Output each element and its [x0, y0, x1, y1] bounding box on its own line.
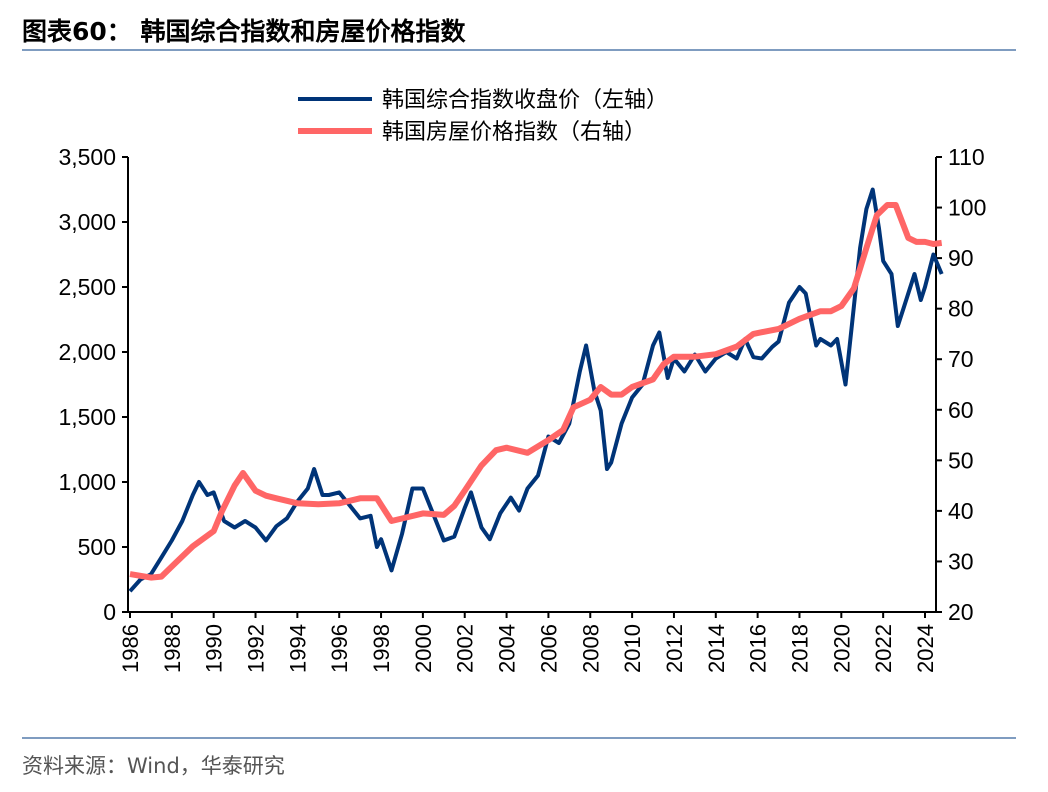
x-tick-label: 1986: [118, 624, 143, 673]
line-chart: 0 500 1,000 1,500 2,000 2,500 3,000 3,500 20 30 40…: [58, 87, 986, 673]
right-tick-label: 70: [948, 346, 974, 372]
x-tick-label: 2016: [746, 624, 771, 673]
footer-divider: [22, 737, 1016, 739]
legend-label: 韩国房屋价格指数（右轴）: [382, 119, 646, 144]
x-tick-label: 2010: [620, 624, 645, 673]
right-tick-label: 40: [948, 498, 974, 524]
left-tick-label: 2,500: [58, 274, 116, 300]
right-tick-label: 80: [948, 296, 974, 322]
x-tick-label: 2002: [453, 624, 478, 673]
x-tick-label: 1998: [369, 624, 394, 673]
left-tick-label: 0: [103, 599, 116, 625]
chart-title: 图表60： 韩国综合指数和房屋价格指数: [22, 17, 466, 46]
x-tick-label: 1990: [202, 624, 227, 673]
left-tick-label: 1,000: [58, 469, 116, 495]
x-tick-label: 2020: [829, 624, 854, 673]
title-divider: [22, 49, 1016, 51]
left-tick-label: 2,000: [58, 339, 116, 365]
right-tick-label: 60: [948, 397, 974, 423]
source-note: 资料来源：Wind，华泰研究: [22, 754, 285, 778]
x-tick-label: 2004: [495, 624, 520, 673]
right-tick-label: 20: [948, 599, 974, 625]
legend-label: 韩国综合指数收盘价（左轴）: [382, 87, 668, 112]
x-tick-label: 2000: [411, 624, 436, 673]
left-tick-label: 1,500: [58, 404, 116, 430]
right-tick-label: 100: [948, 195, 986, 221]
right-tick-label: 30: [948, 548, 974, 574]
x-tick-label: 2022: [871, 624, 896, 673]
x-tick-label: 2018: [787, 624, 812, 673]
x-tick-label: 1992: [244, 624, 269, 673]
right-tick-label: 90: [948, 245, 974, 271]
left-tick-label: 3,500: [58, 144, 116, 170]
x-tick-label: 2024: [913, 624, 938, 673]
x-tick-label: 2008: [578, 624, 603, 673]
x-tick-label: 2012: [662, 624, 687, 673]
left-tick-label: 500: [78, 534, 116, 560]
right-tick-label: 110: [948, 144, 985, 170]
right-tick-label: 50: [948, 447, 974, 473]
house-price-line: [129, 202, 943, 581]
x-tick-label: 2006: [536, 624, 561, 673]
x-tick-label: 1994: [285, 624, 310, 673]
kospi-line: [128, 187, 944, 593]
left-tick-label: 3,000: [58, 209, 116, 235]
x-tick-label: 1996: [327, 624, 352, 673]
x-tick-label: 2014: [704, 624, 729, 673]
x-tick-label: 1988: [160, 624, 185, 673]
